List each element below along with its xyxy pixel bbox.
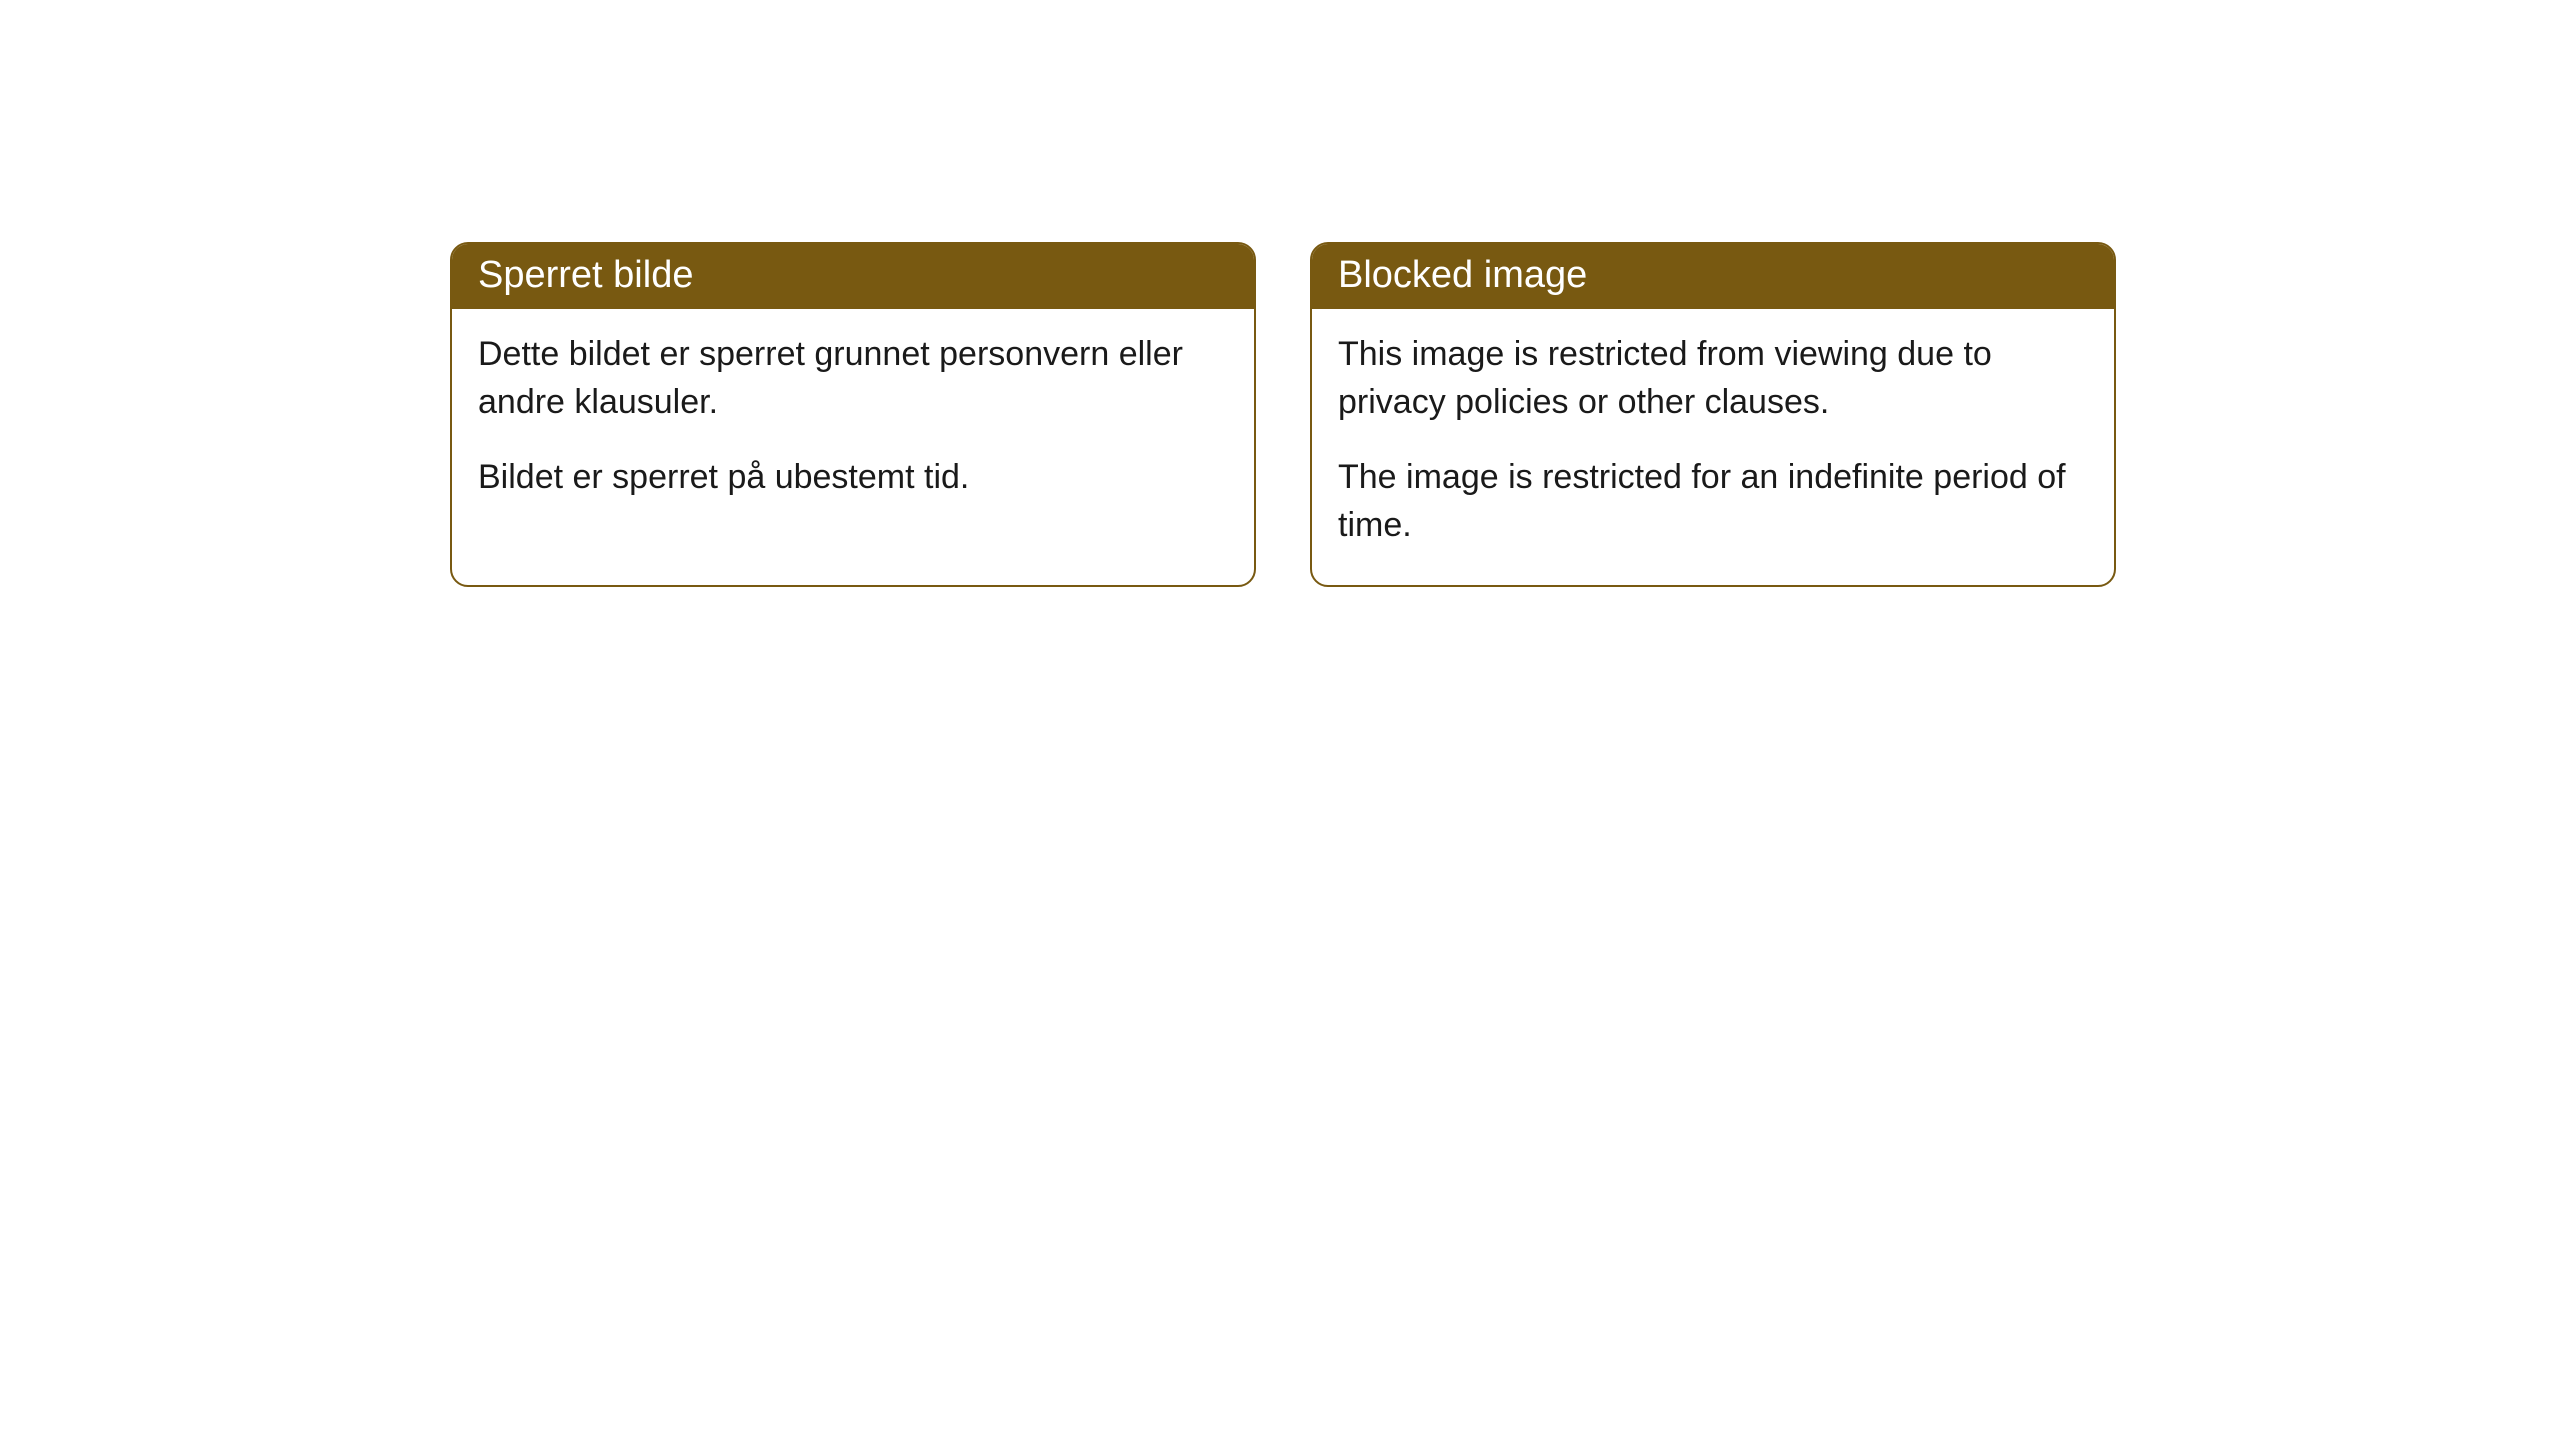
notice-card-norwegian: Sperret bilde Dette bildet er sperret gr… bbox=[450, 242, 1256, 587]
card-header: Blocked image bbox=[1312, 244, 2114, 309]
card-body: This image is restricted from viewing du… bbox=[1312, 309, 2114, 585]
card-paragraph: Dette bildet er sperret grunnet personve… bbox=[478, 331, 1228, 426]
card-title: Sperret bilde bbox=[478, 254, 693, 296]
card-paragraph: The image is restricted for an indefinit… bbox=[1338, 454, 2088, 549]
notice-card-english: Blocked image This image is restricted f… bbox=[1310, 242, 2116, 587]
card-paragraph: Bildet er sperret på ubestemt tid. bbox=[478, 454, 1228, 502]
card-body: Dette bildet er sperret grunnet personve… bbox=[452, 309, 1254, 538]
notice-cards-container: Sperret bilde Dette bildet er sperret gr… bbox=[450, 242, 2116, 587]
card-title: Blocked image bbox=[1338, 254, 1587, 296]
card-paragraph: This image is restricted from viewing du… bbox=[1338, 331, 2088, 426]
card-header: Sperret bilde bbox=[452, 244, 1254, 309]
